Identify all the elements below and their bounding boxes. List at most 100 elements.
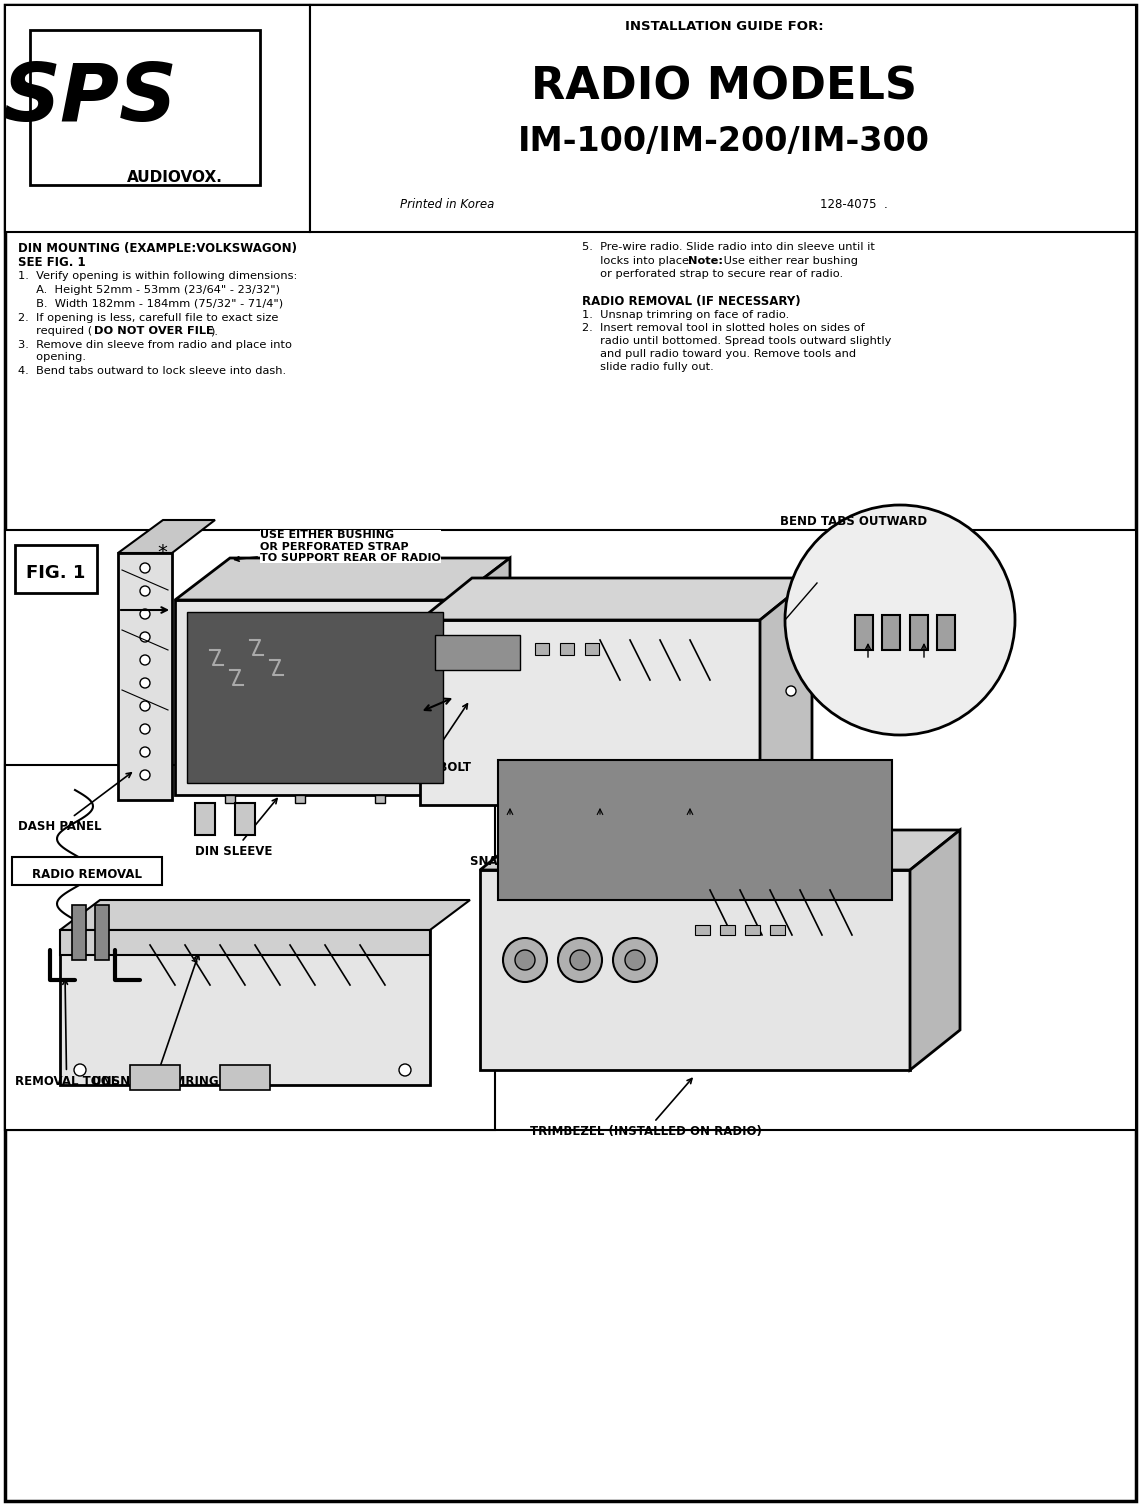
Bar <box>855 614 873 651</box>
Circle shape <box>140 563 149 572</box>
Bar <box>882 614 900 651</box>
Circle shape <box>140 608 149 619</box>
Bar <box>310 5 1136 232</box>
Polygon shape <box>480 870 911 1069</box>
Text: required (: required ( <box>18 325 92 336</box>
Bar <box>911 614 928 651</box>
Text: 128-4075  .: 128-4075 . <box>820 197 888 211</box>
Text: 4.  Bend tabs outward to lock sleeve into dash.: 4. Bend tabs outward to lock sleeve into… <box>18 366 286 376</box>
Text: 1.  Verify opening is within following dimensions:: 1. Verify opening is within following di… <box>18 271 298 282</box>
Text: INSTALLATION GUIDE FOR:: INSTALLATION GUIDE FOR: <box>624 20 824 33</box>
Polygon shape <box>44 556 71 584</box>
Polygon shape <box>480 830 960 870</box>
Circle shape <box>613 938 657 982</box>
Bar <box>5 5 310 232</box>
Circle shape <box>140 633 149 642</box>
Polygon shape <box>911 830 960 1069</box>
Text: 1.  Unsnap trimring on face of radio.: 1. Unsnap trimring on face of radio. <box>582 310 790 319</box>
Bar <box>937 614 955 651</box>
Bar <box>5 530 1136 1130</box>
Polygon shape <box>60 901 470 931</box>
Polygon shape <box>235 803 254 834</box>
Text: 2.  Insert removal tool in slotted holes on sides of: 2. Insert removal tool in slotted holes … <box>582 322 865 333</box>
Bar <box>30 30 260 185</box>
Circle shape <box>570 950 590 970</box>
Text: IM-100/IM-200/IM-300: IM-100/IM-200/IM-300 <box>518 125 930 158</box>
Circle shape <box>74 1065 86 1075</box>
Circle shape <box>140 655 149 666</box>
Circle shape <box>43 556 73 584</box>
Bar <box>686 803 694 810</box>
Text: Printed in Korea: Printed in Korea <box>400 197 494 211</box>
Bar <box>220 1065 270 1090</box>
Circle shape <box>140 700 149 711</box>
Polygon shape <box>195 803 215 834</box>
Text: RADIO REMOVAL (IF NECESSARY): RADIO REMOVAL (IF NECESSARY) <box>582 295 801 309</box>
Circle shape <box>140 747 149 758</box>
Circle shape <box>558 938 602 982</box>
Text: 2.  If opening is less, carefull file to exact size: 2. If opening is less, carefull file to … <box>18 313 278 322</box>
Polygon shape <box>760 578 812 806</box>
Text: and pull radio toward you. Remove tools and: and pull radio toward you. Remove tools … <box>582 349 856 358</box>
Text: 5.  Pre-wire radio. Slide radio into din sleeve until it: 5. Pre-wire radio. Slide radio into din … <box>582 242 875 252</box>
Text: A.  Height 52mm - 53mm (23/64" - 23/32"): A. Height 52mm - 53mm (23/64" - 23/32") <box>18 285 280 295</box>
Polygon shape <box>420 620 760 806</box>
Bar <box>95 905 110 959</box>
Circle shape <box>140 770 149 780</box>
Polygon shape <box>187 611 443 783</box>
Circle shape <box>785 505 1015 735</box>
Text: or perforated strap to secure rear of radio.: or perforated strap to secure rear of ra… <box>582 270 843 279</box>
Text: slide radio fully out.: slide radio fully out. <box>582 361 714 372</box>
Text: TRIMBEZEL (INSTALLED ON RADIO): TRIMBEZEL (INSTALLED ON RADIO) <box>531 1078 762 1139</box>
Bar <box>720 925 735 935</box>
Bar <box>60 931 430 955</box>
Bar <box>695 925 710 935</box>
Text: APPLY SLIGHT
OUTWARD PRESSURE: APPLY SLIGHT OUTWARD PRESSURE <box>113 935 246 962</box>
Text: UNSNAP TRIMRING: UNSNAP TRIMRING <box>91 955 218 1087</box>
Bar <box>585 643 599 655</box>
Bar <box>296 795 305 803</box>
Text: QUICKIE BOLT: QUICKIE BOLT <box>380 703 471 773</box>
Bar <box>745 925 760 935</box>
Bar <box>130 1065 180 1090</box>
Bar <box>560 643 574 655</box>
Text: BEND TABS OUTWARD: BEND TABS OUTWARD <box>780 515 928 529</box>
Text: B.  Width 182mm - 184mm (75/32" - 71/4"): B. Width 182mm - 184mm (75/32" - 71/4") <box>18 298 283 309</box>
Bar <box>770 925 785 935</box>
Text: SEE FIG. 1: SEE FIG. 1 <box>18 256 86 270</box>
Bar <box>15 545 97 593</box>
Circle shape <box>399 1065 411 1075</box>
Polygon shape <box>175 599 455 795</box>
Polygon shape <box>118 553 172 800</box>
Text: SPS: SPS <box>2 60 178 139</box>
Text: AUDIOVOX.: AUDIOVOX. <box>127 170 222 185</box>
Text: REMOVAL TOOL: REMOVAL TOOL <box>15 979 119 1087</box>
Circle shape <box>140 586 149 596</box>
Polygon shape <box>175 559 510 599</box>
Bar <box>505 803 513 810</box>
Text: radio until bottomed. Spread tools outward slightly: radio until bottomed. Spread tools outwa… <box>582 336 891 346</box>
Text: USE EITHER BUSHING
OR PERFORATED STRAP
TO SUPPORT REAR OF RADIO: USE EITHER BUSHING OR PERFORATED STRAP T… <box>235 530 440 563</box>
Polygon shape <box>118 520 215 553</box>
Bar <box>375 795 385 803</box>
Circle shape <box>503 938 547 982</box>
Text: opening.: opening. <box>18 352 86 361</box>
Text: Use either rear bushing: Use either rear bushing <box>720 256 858 267</box>
Polygon shape <box>455 559 510 795</box>
Bar <box>435 636 520 670</box>
Text: ).: ). <box>210 325 218 336</box>
Bar <box>596 803 604 810</box>
Text: FIG. 1: FIG. 1 <box>26 565 86 581</box>
Bar <box>225 795 235 803</box>
Text: DIN SLEEVE: DIN SLEEVE <box>195 798 277 858</box>
Text: *: * <box>157 544 167 562</box>
Polygon shape <box>60 931 430 1084</box>
Text: DASH PANEL: DASH PANEL <box>18 773 131 833</box>
Bar <box>497 761 892 901</box>
Circle shape <box>515 950 535 970</box>
Bar <box>5 765 495 1130</box>
Circle shape <box>140 724 149 733</box>
Circle shape <box>786 687 796 696</box>
Text: DO NOT OVER FILE: DO NOT OVER FILE <box>94 325 213 336</box>
Text: RADIO REMOVAL: RADIO REMOVAL <box>32 867 141 881</box>
